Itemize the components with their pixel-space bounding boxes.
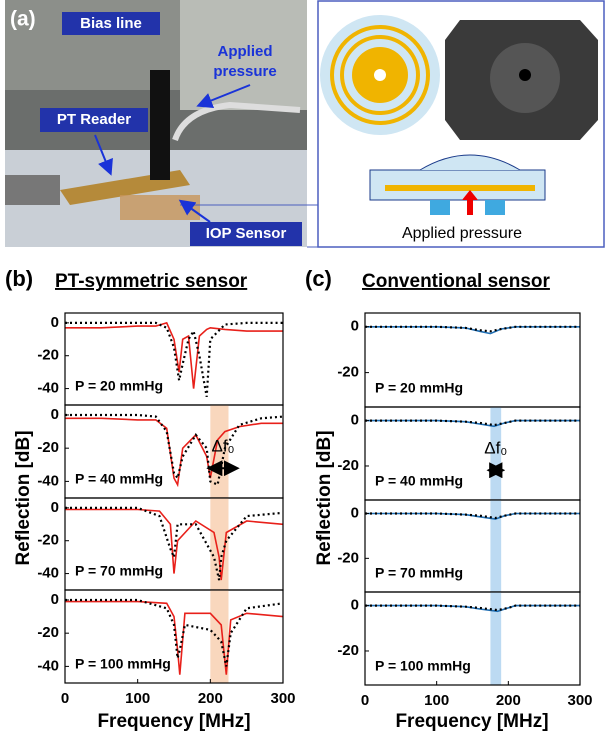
- x-axis-label: Frequency [MHz]: [97, 711, 250, 732]
- delta-label: Δf₀: [484, 438, 507, 457]
- panel-annotation: P = 40 mmHg: [375, 473, 463, 489]
- x-tick-label: 0: [61, 690, 69, 707]
- caption: Applied pressure: [402, 225, 522, 242]
- y-tick-label: -20: [337, 549, 359, 566]
- y-tick-label: 0: [351, 318, 359, 335]
- y-tick-label: -20: [337, 364, 359, 381]
- series-line: [365, 327, 580, 334]
- panel-annotation: P = 100 mmHg: [375, 658, 471, 674]
- series-line: [365, 514, 580, 520]
- y-tick-label: 0: [351, 412, 359, 429]
- x-tick-label: 200: [198, 690, 223, 707]
- panel-annotation: P = 100 mmHg: [75, 656, 171, 672]
- y-tick-label: -20: [37, 439, 59, 456]
- x-tick-label: 300: [567, 692, 592, 709]
- annotation: IOP Sensor: [206, 225, 287, 242]
- x-tick-label: 200: [496, 692, 521, 709]
- panel-annotation: P = 20 mmHg: [75, 378, 163, 394]
- y-tick-label: -40: [37, 472, 59, 489]
- panel-title: Conventional sensor: [362, 271, 551, 292]
- highlight-span: [490, 500, 501, 592]
- series-line: [365, 606, 580, 612]
- y-tick-label: 0: [351, 504, 359, 521]
- x-tick-label: 100: [424, 692, 449, 709]
- x-tick-label: 100: [125, 690, 150, 707]
- panel-annotation: P = 40 mmHg: [75, 471, 163, 487]
- y-tick-label: -20: [337, 642, 359, 659]
- annotation: pressure: [213, 63, 276, 80]
- y-tick-label: 0: [351, 597, 359, 614]
- y-tick-label: -40: [37, 657, 59, 674]
- figure: (a) Bias line Applied pressure PT Reader…: [0, 0, 609, 738]
- highlight-span: [490, 592, 501, 685]
- panel-label: (b): [5, 266, 33, 291]
- y-tick-label: -40: [37, 380, 59, 397]
- y-axis-label: Reflection [dB]: [314, 430, 335, 565]
- y-tick-label: 0: [51, 591, 59, 608]
- x-axis-label: Frequency [MHz]: [395, 711, 548, 732]
- y-tick-label: 0: [51, 406, 59, 423]
- panel-label: (c): [305, 266, 332, 291]
- x-tick-label: 300: [270, 690, 295, 707]
- panel-annotation: P = 20 mmHg: [375, 380, 463, 396]
- delta-label: Δf₀: [211, 436, 234, 455]
- annotation: Bias line: [80, 15, 142, 32]
- y-tick-label: -20: [37, 347, 59, 364]
- y-tick-label: -20: [337, 457, 359, 474]
- series-line: [365, 421, 580, 427]
- annotation: PT Reader: [57, 111, 131, 128]
- panel-annotation: P = 70 mmHg: [375, 565, 463, 581]
- y-tick-label: -20: [37, 532, 59, 549]
- y-tick-label: -40: [37, 565, 59, 582]
- annotation: Applied: [218, 43, 273, 60]
- panel-title: PT-symmetric sensor: [55, 271, 248, 292]
- y-tick-label: 0: [51, 314, 59, 331]
- panel-label: (a): [10, 8, 36, 31]
- x-tick-label: 0: [361, 692, 369, 709]
- panel-annotation: P = 70 mmHg: [75, 563, 163, 579]
- y-axis-label: Reflection [dB]: [13, 430, 34, 565]
- y-tick-label: -20: [37, 624, 59, 641]
- y-tick-label: 0: [51, 499, 59, 516]
